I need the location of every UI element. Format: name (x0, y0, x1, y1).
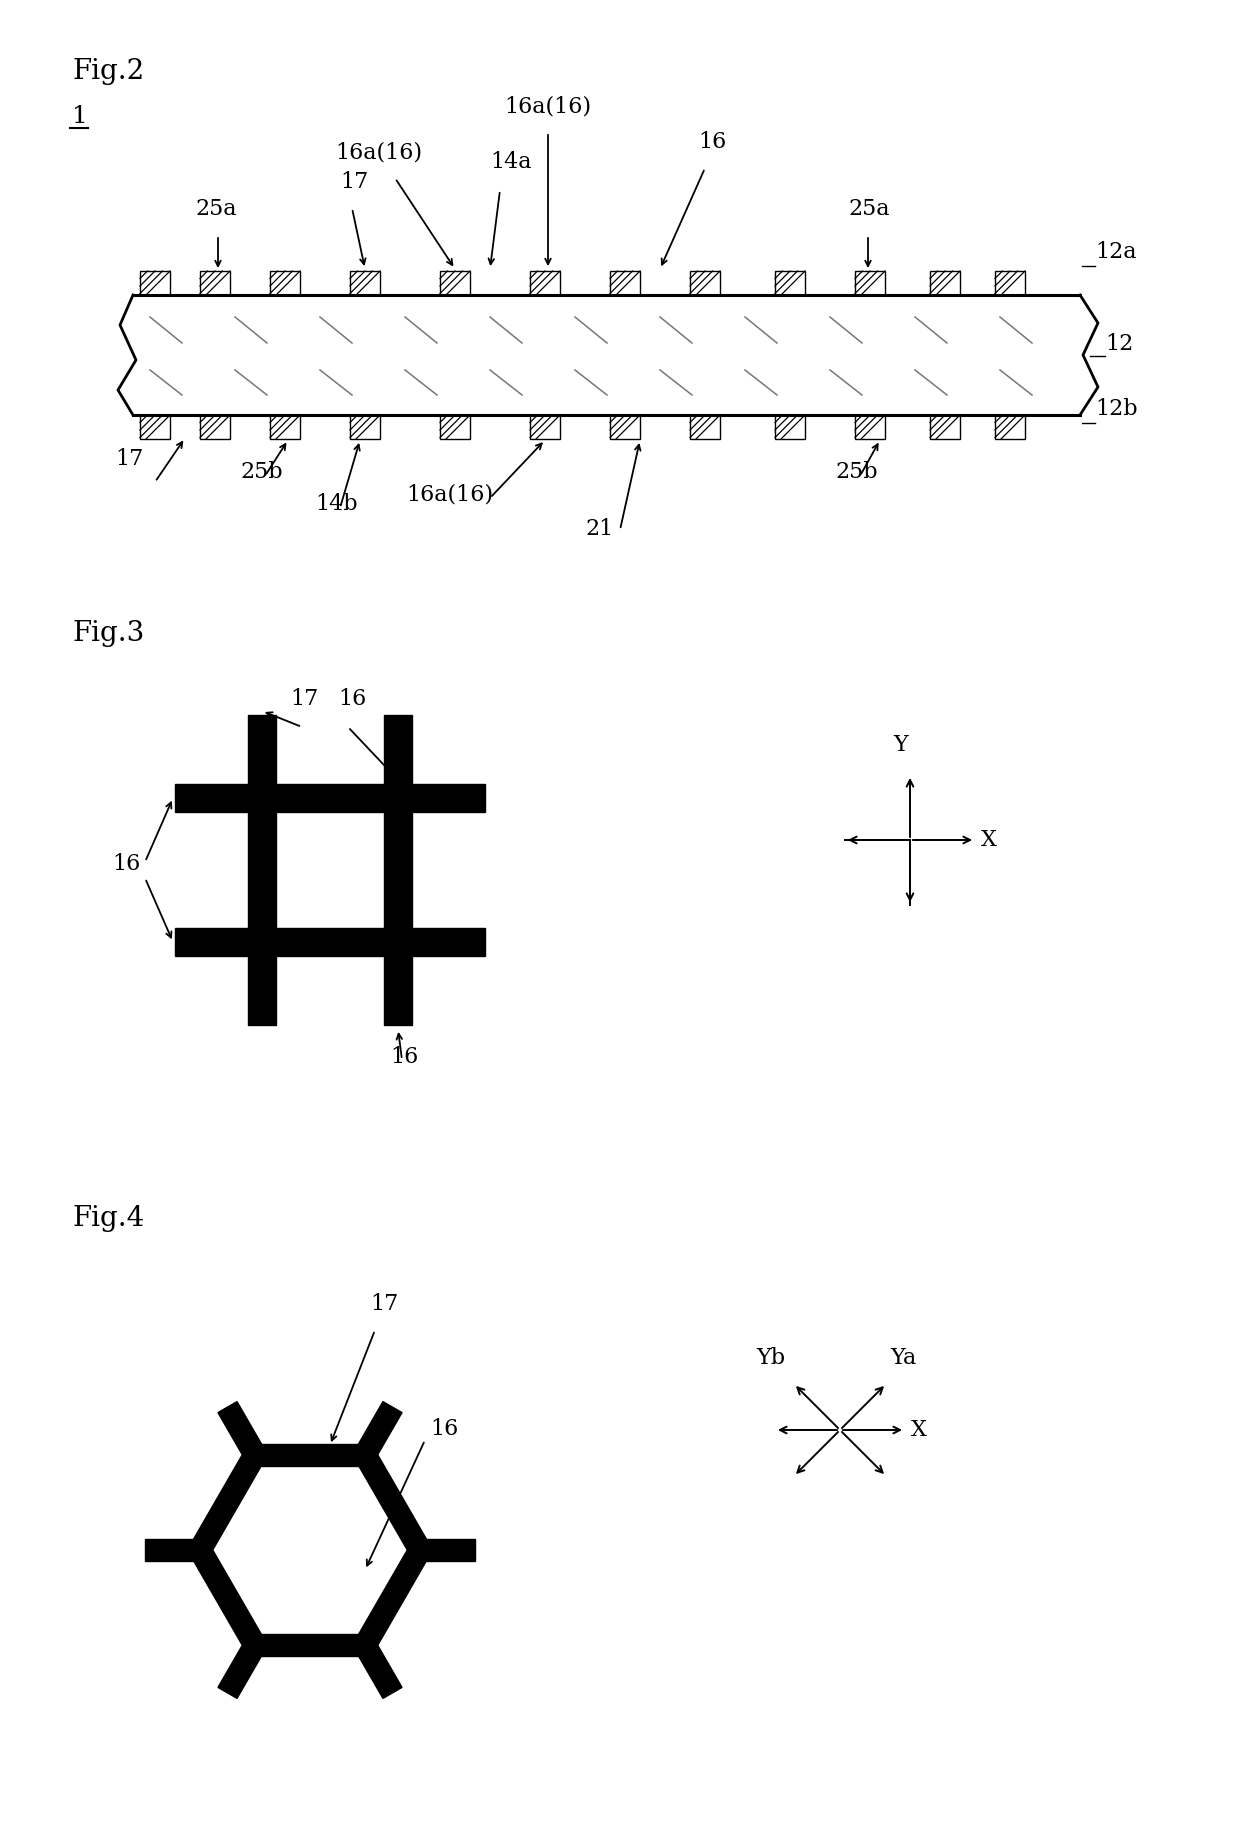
Text: 17: 17 (290, 689, 319, 711)
Polygon shape (420, 1540, 475, 1562)
Text: Fig.4: Fig.4 (72, 1205, 144, 1231)
Text: 16: 16 (430, 1418, 459, 1440)
Bar (270, 271, 300, 295)
Text: 17: 17 (115, 449, 144, 471)
Bar (140, 415, 170, 439)
Bar (856, 271, 885, 295)
Polygon shape (218, 1639, 264, 1698)
Text: 12: 12 (1105, 332, 1133, 354)
Text: 16: 16 (391, 1047, 418, 1069)
Bar (930, 415, 960, 439)
Bar (689, 415, 720, 439)
Polygon shape (218, 1401, 264, 1460)
Text: 1: 1 (72, 105, 88, 127)
Bar (440, 271, 470, 295)
Text: 16: 16 (698, 131, 727, 153)
Bar (248, 714, 277, 1025)
Bar (350, 271, 379, 295)
Bar (994, 415, 1025, 439)
Text: 16a(16): 16a(16) (407, 484, 494, 506)
Bar (175, 929, 485, 956)
Bar (994, 271, 1025, 295)
Bar (200, 271, 229, 295)
Polygon shape (255, 1444, 365, 1466)
Bar (610, 415, 640, 439)
Polygon shape (145, 1540, 200, 1562)
Text: 14b: 14b (315, 493, 357, 515)
Text: Ya: Ya (890, 1348, 916, 1370)
Text: Y: Y (894, 735, 909, 757)
Text: 16a(16): 16a(16) (335, 140, 422, 162)
Bar (930, 271, 960, 295)
Polygon shape (356, 1449, 429, 1556)
Bar (610, 271, 640, 295)
Bar (775, 271, 805, 295)
Text: Yb: Yb (756, 1348, 785, 1370)
Polygon shape (356, 1639, 402, 1698)
Bar (200, 415, 229, 439)
Bar (529, 271, 560, 295)
Polygon shape (191, 1545, 264, 1650)
Polygon shape (356, 1545, 429, 1650)
Polygon shape (191, 1449, 264, 1556)
Bar (270, 415, 300, 439)
Bar (140, 271, 170, 295)
Text: 12a: 12a (1095, 242, 1137, 262)
Bar (856, 415, 885, 439)
Text: 16: 16 (112, 853, 140, 875)
Polygon shape (356, 1401, 402, 1460)
Text: 17: 17 (340, 172, 368, 194)
Bar (350, 415, 379, 439)
Bar (775, 415, 805, 439)
Text: 25a: 25a (848, 198, 889, 220)
Text: 25a: 25a (195, 198, 237, 220)
Text: 16a(16): 16a(16) (505, 94, 591, 116)
Text: Fig.2: Fig.2 (72, 57, 144, 85)
Bar (384, 714, 412, 1025)
Text: 16: 16 (339, 689, 366, 711)
Bar (529, 415, 560, 439)
Text: Fig.3: Fig.3 (72, 620, 144, 646)
Text: 17: 17 (370, 1292, 398, 1314)
Text: 25b: 25b (241, 462, 283, 484)
Text: 12b: 12b (1095, 399, 1137, 421)
Text: X: X (981, 829, 997, 851)
Bar (440, 415, 470, 439)
Text: 25b: 25b (835, 462, 878, 484)
Bar (175, 785, 485, 812)
Polygon shape (255, 1634, 365, 1656)
Bar (689, 271, 720, 295)
Text: X: X (911, 1420, 926, 1442)
Text: 21: 21 (585, 519, 614, 541)
Text: 14a: 14a (490, 151, 532, 174)
